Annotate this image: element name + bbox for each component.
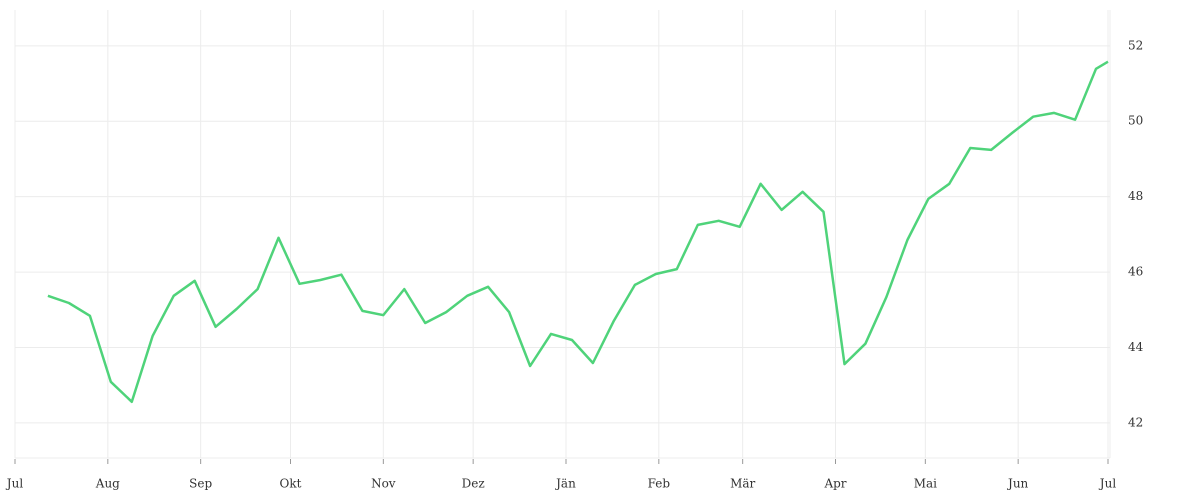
y-tick-label: 52 [1128, 38, 1143, 52]
x-tick-label: Dez [462, 477, 485, 491]
y-tick-label: 50 [1128, 114, 1143, 128]
x-tick-label: Mai [914, 477, 937, 491]
x-tick-label: Feb [648, 477, 671, 491]
x-tick-label: Aug [95, 477, 120, 491]
y-tick-label: 44 [1128, 340, 1144, 354]
x-tick-label: Jul [1098, 477, 1117, 491]
x-tick-label: Mär [730, 477, 755, 491]
x-tick-label: Okt [280, 477, 302, 491]
data-line [47, 60, 1109, 404]
y-tick-label: 46 [1128, 265, 1143, 279]
y-tick-label: 48 [1128, 189, 1143, 203]
x-tick-label: Jun [1006, 477, 1029, 491]
x-tick-label: Sep [189, 477, 212, 491]
y-tick-label: 42 [1128, 415, 1143, 429]
x-tick-label: Nov [371, 477, 396, 491]
x-tick-label: Jän [554, 477, 576, 491]
x-tick-label: Jul [5, 477, 24, 491]
x-tick-label: Apr [823, 477, 846, 491]
